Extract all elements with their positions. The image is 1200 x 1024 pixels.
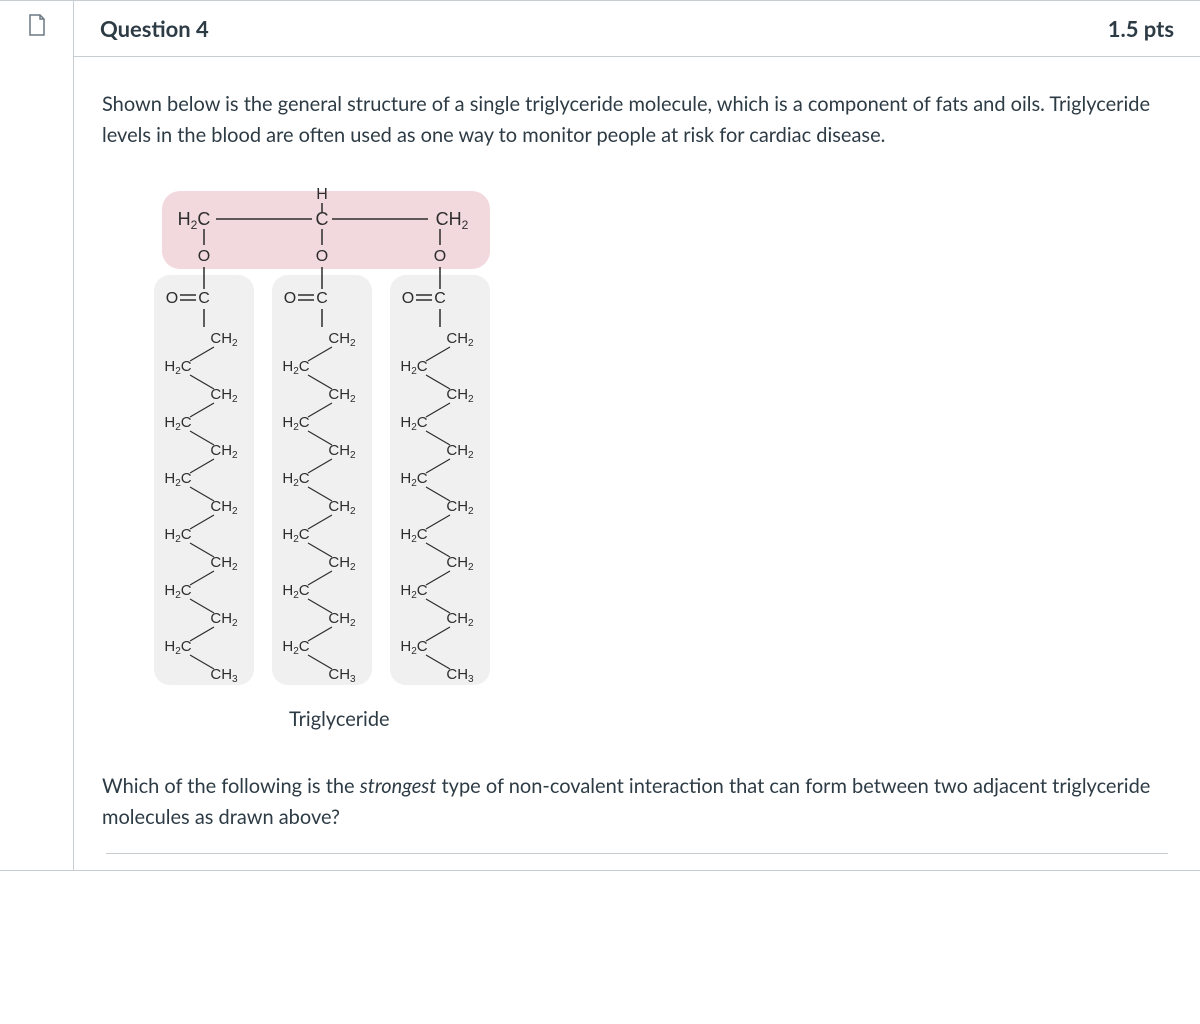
diagram-caption: Triglyceride — [289, 707, 1172, 731]
svg-text:C: C — [316, 209, 329, 229]
document-icon — [27, 13, 47, 37]
svg-text:O: O — [198, 248, 210, 265]
followup-question: Which of the following is the strongest … — [102, 771, 1172, 833]
svg-text:O: O — [166, 290, 178, 307]
svg-text:H: H — [316, 186, 328, 203]
question-body: Shown below is the general structure of … — [74, 57, 1200, 870]
followup-emphasis: strongest — [360, 774, 437, 798]
followup-pre: Which of the following is the — [102, 774, 360, 798]
question-header: Question 4 1.5 pts — [74, 1, 1200, 57]
question-points: 1.5 pts — [1108, 15, 1174, 42]
svg-text:C: C — [198, 290, 210, 307]
question-title: Question 4 — [100, 15, 209, 42]
question-prompt: Shown below is the general structure of … — [102, 89, 1172, 151]
answer-divider — [106, 853, 1168, 854]
triglyceride-diagram: H2C H C CH2 O O — [124, 179, 524, 699]
question-gutter — [0, 1, 74, 870]
